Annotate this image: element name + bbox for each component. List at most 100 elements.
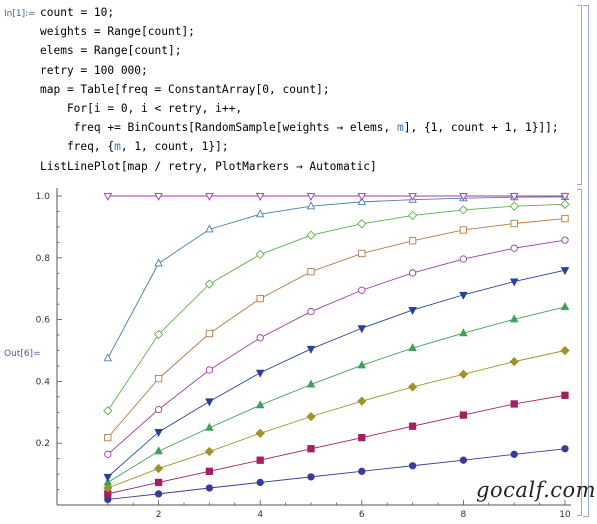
data-point	[459, 192, 468, 201]
data-point	[154, 429, 163, 438]
data-point	[357, 325, 367, 334]
data-point	[561, 214, 569, 223]
cell-group-bracket[interactable]	[583, 5, 589, 517]
data-point	[306, 379, 316, 388]
data-point	[408, 462, 417, 470]
data-point	[407, 210, 418, 221]
series-line	[107, 269, 566, 478]
data-point	[307, 268, 315, 276]
data-point	[561, 391, 569, 399]
x-tick-label: 8	[461, 510, 467, 520]
data-point	[459, 328, 468, 337]
data-point	[408, 269, 417, 277]
data-point	[459, 411, 468, 419]
data-point	[204, 279, 215, 289]
series-line	[107, 218, 566, 438]
data-point	[205, 366, 214, 374]
input-cell-bracket[interactable]	[577, 5, 582, 185]
data-point	[561, 445, 569, 453]
data-point	[205, 398, 214, 407]
data-point	[459, 291, 468, 300]
data-point	[307, 307, 315, 316]
series-line	[107, 448, 566, 500]
data-point	[205, 484, 214, 492]
code-line[interactable]: freq += BinCounts[RandomSample[weights →…	[40, 118, 559, 137]
data-point	[103, 473, 113, 482]
data-point	[255, 428, 265, 438]
code-text: retry = 100 000;	[40, 63, 148, 77]
data-point	[509, 278, 519, 287]
code-line[interactable]: retry = 100 000;	[40, 61, 559, 80]
data-point	[255, 249, 265, 260]
data-point	[306, 201, 316, 210]
data-point	[306, 192, 316, 201]
data-point	[509, 314, 519, 323]
series-line	[107, 196, 566, 359]
series-line	[107, 306, 566, 483]
data-point	[255, 209, 265, 218]
data-point	[256, 456, 264, 464]
data-point	[560, 199, 570, 209]
code-line[interactable]: ListLinePlot[map / retry, PlotMarkers → …	[40, 157, 559, 176]
data-point	[205, 422, 214, 431]
data-point	[154, 405, 163, 414]
code-line[interactable]: For[i = 0, i < retry, i++,	[40, 99, 559, 118]
data-point	[104, 450, 112, 458]
data-point	[407, 382, 418, 392]
code-text: freq += BinCounts[RandomSample[weights →…	[40, 121, 397, 135]
code-variable: m	[396, 121, 404, 135]
data-point	[509, 192, 519, 201]
data-point	[153, 463, 164, 474]
data-point	[154, 490, 163, 498]
code-line[interactable]: elems = Range[count];	[40, 41, 559, 60]
data-point	[510, 244, 518, 252]
data-point	[357, 219, 367, 229]
data-point	[510, 400, 518, 408]
data-point	[307, 473, 315, 481]
x-tick-label: 2	[156, 510, 162, 520]
series-line	[107, 394, 566, 495]
data-point	[307, 445, 315, 453]
code-text: ], {1, count + 1, 1}]];	[403, 121, 559, 135]
input-cell-label: In[1]:=	[4, 9, 36, 19]
data-point	[154, 478, 163, 487]
data-point	[458, 205, 469, 215]
series-line	[107, 203, 566, 412]
input-code-block[interactable]: count = 10; weights = Range[count]; elems …	[40, 3, 559, 176]
code-line[interactable]: count = 10;	[40, 3, 559, 22]
series-line	[107, 239, 566, 455]
y-tick-label: 0.4	[36, 377, 51, 387]
code-line[interactable]: map = Table[freq = ConstantArray[0, coun…	[40, 80, 559, 99]
y-tick-label: 0.6	[36, 316, 51, 326]
data-point	[358, 467, 366, 475]
data-point	[408, 192, 417, 201]
data-point	[561, 236, 569, 244]
data-point	[256, 334, 264, 342]
output-cell-bracket[interactable]	[577, 189, 582, 516]
data-point	[357, 396, 367, 406]
data-point	[153, 329, 164, 340]
x-tick-label: 4	[257, 510, 263, 520]
y-tick-label: 1.0	[36, 192, 51, 202]
code-text: freq, {	[40, 140, 115, 154]
data-point	[205, 329, 214, 338]
code-line[interactable]: freq, {m, 1, count, 1}];	[40, 137, 559, 156]
code-line[interactable]: weights = Range[count];	[40, 22, 559, 41]
data-point	[205, 224, 214, 233]
data-point	[154, 258, 163, 267]
data-point	[408, 343, 417, 352]
data-point	[306, 345, 316, 354]
code-text: , 1, count, 1}];	[120, 140, 229, 154]
data-point	[357, 196, 367, 205]
data-point	[459, 226, 468, 234]
data-point	[408, 306, 417, 315]
x-tick-label: 6	[359, 510, 365, 520]
data-point	[357, 192, 367, 201]
data-point	[104, 433, 112, 442]
data-point	[204, 446, 215, 457]
data-point	[509, 201, 519, 211]
code-text: For[i = 0, i < retry, i++,	[40, 101, 243, 115]
code-text: map = Table[freq = ConstantArray[0, coun…	[40, 82, 330, 96]
data-point	[560, 192, 570, 201]
